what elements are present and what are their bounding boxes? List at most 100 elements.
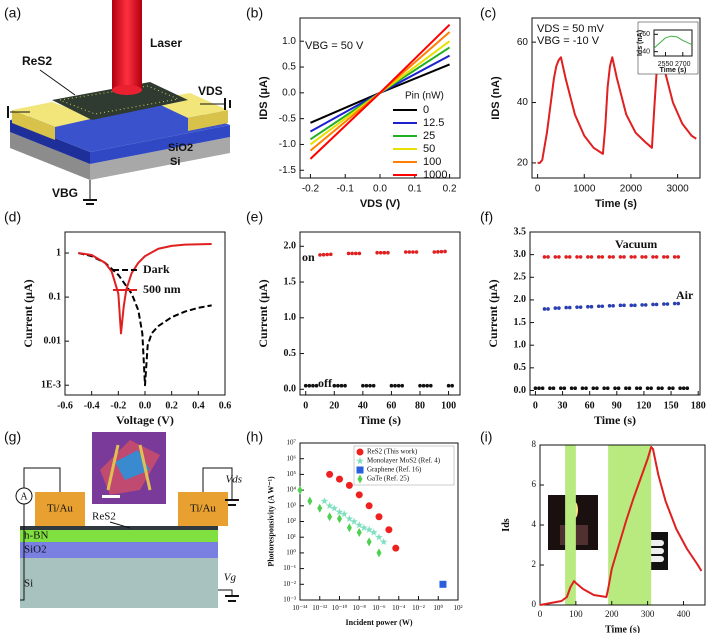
y-tick-label: 0.5 — [514, 362, 527, 373]
legend-label: Graphene (Ref. 16) — [367, 466, 422, 474]
x-tick-label: 0.4 — [192, 400, 205, 411]
legend-title: Pin (nW) — [405, 91, 444, 102]
y-tick-label: 1E-3 — [41, 380, 61, 391]
marker — [356, 466, 364, 474]
x-tick-label: 1000 — [573, 184, 596, 195]
chart: -0.6 -0.4 -0.2 0.0 0.2 0.4 0.6 1E-3 0.01 0.1 1 Volt… — [21, 231, 231, 427]
x-tick-label: 10⁻¹⁰ — [332, 604, 348, 612]
marker — [326, 470, 334, 478]
marker — [356, 448, 364, 456]
plot-frame — [529, 231, 701, 396]
x-tick-label: 400 — [677, 609, 691, 619]
annotation: VBG = 50 V — [305, 40, 364, 52]
x-tick-label: -0.4 — [84, 400, 100, 411]
y-tick-label: 1.5 — [514, 317, 527, 328]
marker — [345, 481, 353, 489]
legend-label: 50 — [423, 143, 435, 155]
marker — [356, 527, 362, 537]
x-tick-label: 40 — [358, 400, 368, 411]
x-axis-label: VDS (V) — [360, 198, 401, 210]
x-axis-label: Time (s) — [595, 198, 637, 210]
x-tick-label: 150 — [664, 400, 679, 411]
label: ReS2 — [22, 54, 52, 68]
x-tick-label: 2700 — [675, 61, 691, 68]
chart: 2550 2700 40 60 Time (s) Ids (nA) — [637, 21, 699, 75]
y-tick-label: 10⁻² — [283, 580, 296, 588]
x-tick-label: 200 — [605, 609, 619, 619]
y-tick-label: 0.1 — [49, 291, 62, 302]
y-tick-label: 8 — [532, 439, 537, 449]
y-tick-label: 1.0 — [514, 339, 527, 350]
y-tick-label: 2.0 — [514, 294, 527, 305]
y-tick-label: 1 — [56, 247, 61, 258]
x-tick-label: 0 — [303, 400, 308, 411]
y-tick-label: 1.0 — [284, 312, 297, 323]
label: SiO2 — [168, 142, 193, 154]
x-tick-label: 0.1 — [408, 184, 422, 195]
panel-label: (b) — [246, 5, 263, 21]
y-tick-label: 10⁻¹ — [283, 564, 296, 572]
y-tick-label: 2 — [532, 559, 537, 569]
marker — [365, 502, 373, 510]
x-tick-label: 0.0 — [139, 400, 152, 411]
marker — [335, 508, 344, 516]
plot-frame — [299, 231, 461, 396]
y-tick-label: 10⁻³ — [283, 596, 296, 604]
marker — [330, 504, 339, 512]
marker — [379, 537, 388, 546]
series-line — [653, 35, 693, 49]
y-tick-label: 0.0 — [514, 385, 527, 396]
y-axis-label: Ids (nA) — [637, 30, 644, 56]
marker — [345, 514, 354, 522]
x-tick-label: 20 — [329, 400, 339, 411]
y-tick-label: 10⁴ — [287, 486, 297, 494]
y-tick-label: 0.5 — [282, 62, 296, 73]
x-tick-label: 0.0 — [373, 184, 387, 195]
label: Ti/Au — [190, 503, 216, 515]
marker — [360, 523, 368, 531]
marker — [355, 520, 364, 529]
y-tick-label: 4 — [532, 519, 537, 529]
y-tick-label: 3.5 — [514, 226, 527, 237]
legend-label: 1000 — [423, 169, 447, 181]
label: Si — [24, 578, 33, 590]
marker — [385, 526, 393, 534]
series-line — [539, 446, 703, 606]
y-tick-label: 20 — [517, 158, 529, 169]
label: VBG — [52, 186, 78, 200]
x-tick-label: 2550 — [658, 61, 674, 68]
chart: 0 30 60 90 120 150 180 0.0 0.5 1.0 1.5 2.0 2.5 3.0 3.5… — [486, 226, 706, 426]
y-tick-label: 10⁵ — [287, 470, 297, 478]
marker — [355, 491, 363, 499]
y-tick-label: 0 — [532, 599, 537, 609]
marker — [357, 474, 363, 484]
label: Vds — [226, 474, 243, 486]
label: SiO2 — [24, 544, 47, 556]
x-tick-label: -0.1 — [337, 184, 355, 195]
marker — [317, 503, 323, 513]
legend-label: ReS2 (This work) — [367, 448, 418, 456]
y-tick-label: 10³ — [287, 501, 296, 509]
annotation: on — [302, 250, 315, 264]
legend-label: 25 — [423, 130, 435, 142]
marker — [365, 525, 373, 533]
marker — [336, 475, 343, 483]
legend-label: 500 nm — [143, 282, 181, 296]
panel-label: (e) — [246, 209, 263, 225]
y-tick-label: 6 — [532, 479, 537, 489]
legend-label: 0 — [423, 104, 429, 116]
chart: 0 1000 2000 3000 20 40 60 Time (s) IDS (nA) VDS =… — [490, 17, 701, 210]
y-tick-label: 10⁷ — [287, 439, 297, 447]
y-tick-label: 1.5 — [284, 276, 297, 287]
x-tick-label: 90 — [612, 400, 622, 411]
marker — [376, 548, 382, 558]
y-axis-label: IDS (nA) — [490, 76, 502, 120]
marker — [350, 517, 358, 525]
y-tick-label: 10⁶ — [287, 454, 297, 462]
y-tick-label: 10² — [287, 517, 296, 525]
y-tick-label: -1.0 — [279, 139, 297, 150]
y-tick-label: 0.0 — [284, 384, 297, 395]
series-label: Vacuum — [615, 237, 657, 251]
x-axis-label: Time (s) — [594, 413, 636, 427]
x-tick-label: 10⁻¹⁴ — [292, 604, 308, 612]
